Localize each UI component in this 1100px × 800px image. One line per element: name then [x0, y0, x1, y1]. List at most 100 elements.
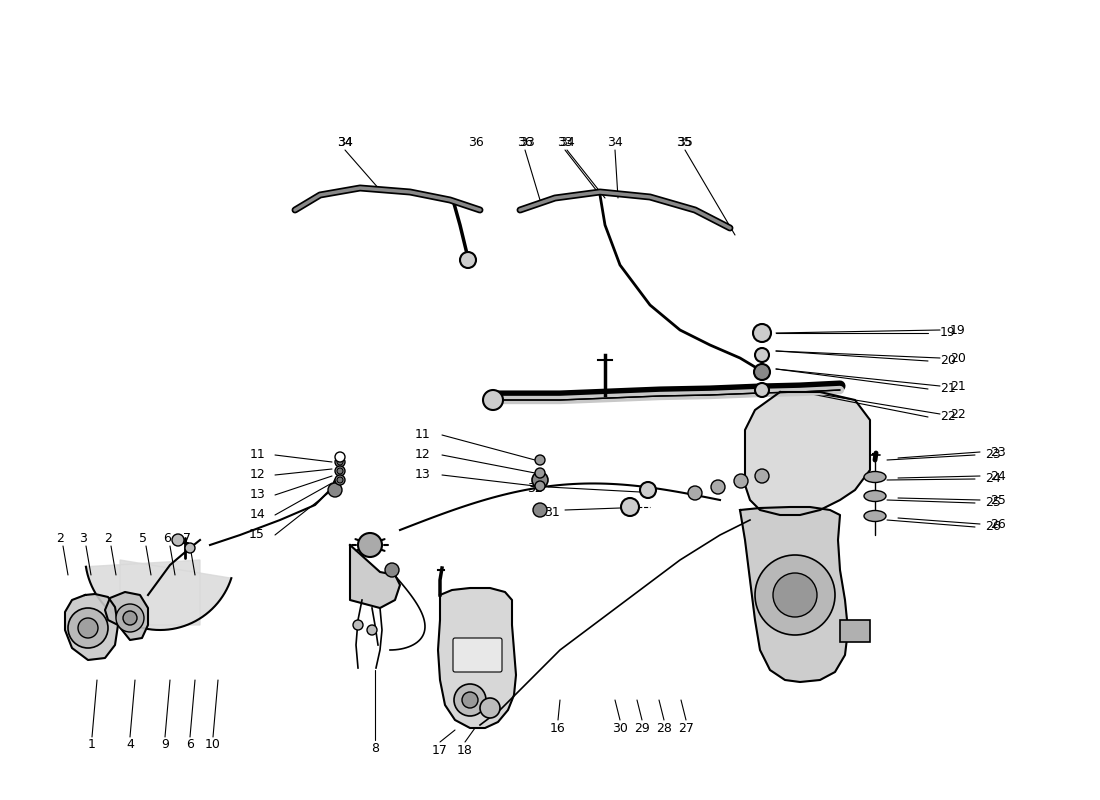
- Polygon shape: [745, 392, 870, 515]
- Circle shape: [755, 383, 769, 397]
- Text: 34: 34: [559, 137, 575, 150]
- Circle shape: [358, 533, 382, 557]
- Text: 35: 35: [678, 137, 693, 150]
- Polygon shape: [104, 592, 148, 640]
- Circle shape: [336, 466, 345, 476]
- Text: 33: 33: [557, 137, 573, 150]
- Bar: [840, 620, 870, 642]
- Circle shape: [640, 482, 656, 498]
- Circle shape: [336, 452, 345, 462]
- Circle shape: [483, 390, 503, 410]
- Circle shape: [480, 698, 501, 718]
- Text: 24: 24: [984, 473, 1001, 486]
- Ellipse shape: [864, 510, 886, 522]
- Circle shape: [185, 543, 195, 553]
- Circle shape: [773, 573, 817, 617]
- Circle shape: [116, 604, 144, 632]
- Circle shape: [460, 252, 476, 268]
- Polygon shape: [65, 594, 118, 660]
- Circle shape: [755, 348, 769, 362]
- Text: 11: 11: [415, 429, 430, 442]
- Text: 27: 27: [678, 722, 694, 734]
- Text: 15: 15: [249, 529, 265, 542]
- Circle shape: [754, 324, 771, 342]
- Circle shape: [336, 457, 345, 467]
- Circle shape: [688, 486, 702, 500]
- Circle shape: [621, 498, 639, 516]
- Circle shape: [337, 468, 343, 474]
- Text: 1: 1: [88, 738, 96, 751]
- Text: 18: 18: [458, 743, 473, 757]
- Text: 23: 23: [990, 446, 1005, 458]
- Circle shape: [385, 563, 399, 577]
- Circle shape: [734, 474, 748, 488]
- FancyBboxPatch shape: [453, 638, 502, 672]
- Ellipse shape: [864, 490, 886, 502]
- Text: 33: 33: [519, 137, 535, 150]
- Circle shape: [78, 618, 98, 638]
- Text: 20: 20: [940, 354, 956, 367]
- Text: ltr: ltr: [473, 650, 482, 659]
- Circle shape: [754, 364, 770, 380]
- Text: 25: 25: [990, 494, 1005, 506]
- Circle shape: [535, 468, 544, 478]
- Text: 21: 21: [940, 382, 956, 395]
- Circle shape: [711, 480, 725, 494]
- Circle shape: [367, 625, 377, 635]
- Text: 34: 34: [337, 137, 353, 150]
- Ellipse shape: [864, 471, 886, 482]
- Text: 11: 11: [250, 449, 265, 462]
- Polygon shape: [350, 545, 400, 608]
- Circle shape: [534, 503, 547, 517]
- Circle shape: [755, 469, 769, 483]
- Text: 7: 7: [183, 531, 191, 545]
- Text: 2: 2: [104, 531, 112, 545]
- Text: 10: 10: [205, 738, 221, 751]
- Text: 16: 16: [550, 722, 565, 734]
- Circle shape: [328, 483, 342, 497]
- Text: 20: 20: [950, 351, 966, 365]
- Text: 28: 28: [656, 722, 672, 734]
- Circle shape: [462, 692, 478, 708]
- Text: 30: 30: [612, 722, 628, 734]
- Text: 32: 32: [527, 482, 543, 494]
- Text: 34: 34: [607, 137, 623, 150]
- Text: 22: 22: [950, 407, 966, 421]
- Text: 8: 8: [371, 742, 380, 754]
- Text: 25: 25: [984, 497, 1001, 510]
- Text: 4: 4: [126, 738, 134, 751]
- Text: 35: 35: [676, 137, 692, 150]
- Text: 26: 26: [990, 518, 1005, 530]
- Polygon shape: [740, 507, 848, 682]
- Text: 36: 36: [517, 137, 532, 150]
- Text: 13: 13: [250, 489, 265, 502]
- Text: 21: 21: [950, 379, 966, 393]
- Text: 22: 22: [940, 410, 956, 423]
- Circle shape: [535, 455, 544, 465]
- Text: 36: 36: [469, 137, 484, 150]
- Text: 3: 3: [79, 531, 87, 545]
- Text: 5: 5: [139, 531, 147, 545]
- Text: 19: 19: [940, 326, 956, 339]
- Text: 12: 12: [415, 449, 430, 462]
- Text: 6: 6: [163, 531, 170, 545]
- Text: 6: 6: [186, 738, 194, 751]
- Circle shape: [172, 534, 184, 546]
- Circle shape: [535, 481, 544, 491]
- Polygon shape: [438, 588, 516, 728]
- Text: 13: 13: [415, 469, 430, 482]
- Text: 14: 14: [250, 509, 265, 522]
- Text: 12: 12: [250, 469, 265, 482]
- Circle shape: [337, 459, 343, 465]
- Text: 29: 29: [634, 722, 650, 734]
- Text: 2: 2: [56, 531, 64, 545]
- Circle shape: [68, 608, 108, 648]
- Text: 9: 9: [161, 738, 169, 751]
- Text: 31: 31: [544, 506, 560, 518]
- Text: 26: 26: [984, 521, 1001, 534]
- Text: 23: 23: [984, 449, 1001, 462]
- Text: 34: 34: [337, 137, 353, 150]
- Text: 19: 19: [950, 323, 966, 337]
- Circle shape: [353, 620, 363, 630]
- Circle shape: [532, 472, 548, 488]
